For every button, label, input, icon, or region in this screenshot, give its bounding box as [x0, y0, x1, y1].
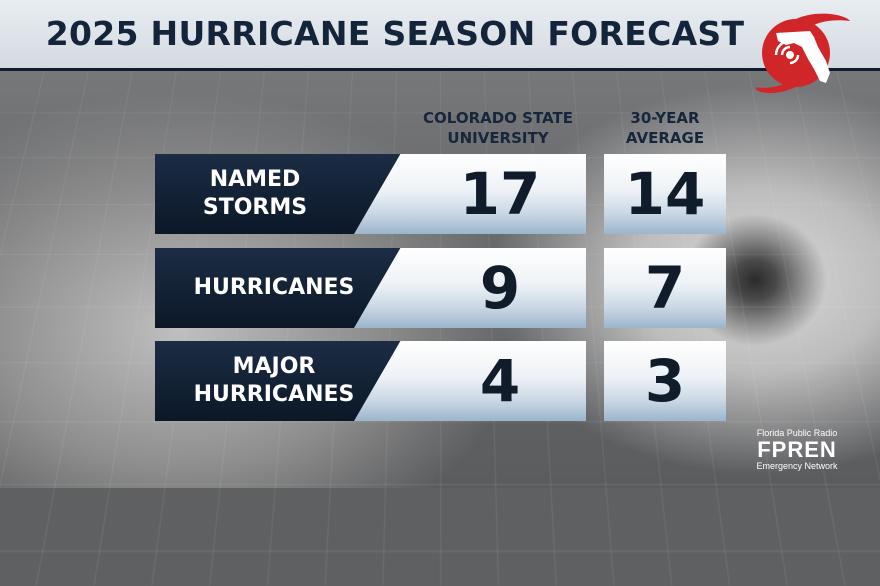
column-header-csu: COLORADO STATE UNIVERSITY — [408, 108, 588, 148]
value-cell-average: 7 — [604, 248, 726, 328]
row-label-line: STORMS — [155, 194, 355, 222]
csu-value-named-storms: 17 — [414, 154, 586, 234]
column-header-average-line1: 30-YEAR — [604, 108, 726, 128]
brand-tagline-bottom: Emergency Network — [746, 461, 848, 472]
column-header-csu-line2: UNIVERSITY — [408, 128, 588, 148]
value-cell-average: 3 — [604, 341, 726, 421]
average-value-hurricanes: 7 — [604, 248, 726, 328]
csu-value-major-hurricanes: 4 — [414, 341, 586, 421]
average-value-major-hurricanes: 3 — [604, 341, 726, 421]
page-title: 2025 HURRICANE SEASON FORECAST — [0, 0, 790, 68]
row-label-line: HURRICANES — [155, 274, 393, 302]
fpren-logo: Florida Public Radio FPREN Emergency Net… — [746, 428, 848, 472]
average-value-named-storms: 14 — [604, 154, 726, 234]
row-label-line: HURRICANES — [155, 381, 393, 409]
value-cell-average: 14 — [604, 154, 726, 234]
row-label-line: NAMED — [155, 166, 355, 194]
column-header-average: 30-YEAR AVERAGE — [604, 108, 726, 148]
column-header-average-line2: AVERAGE — [604, 128, 726, 148]
title-bar: 2025 HURRICANE SEASON FORECAST — [0, 0, 880, 71]
brand-name: FPREN — [746, 439, 848, 461]
florida-hurricane-logo-icon — [756, 7, 852, 103]
csu-value-hurricanes: 9 — [414, 248, 586, 328]
row-label-line: MAJOR — [155, 353, 393, 381]
column-header-csu-line1: COLORADO STATE — [408, 108, 588, 128]
